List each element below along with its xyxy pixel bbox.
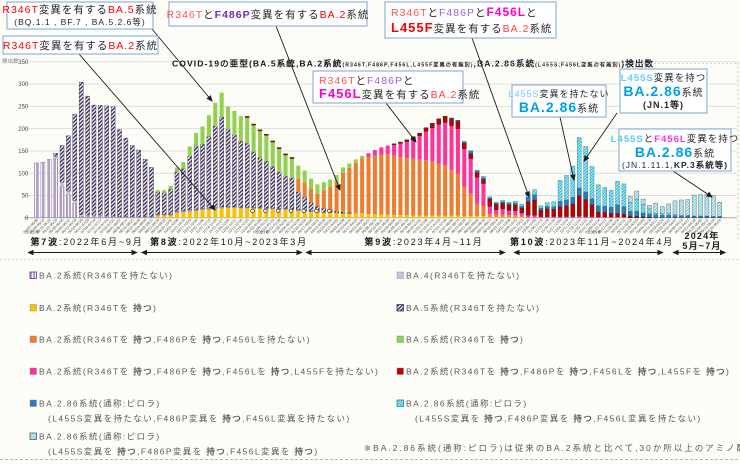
svg-text:L455S変異を持たない: L455S変異を持たない bbox=[508, 88, 609, 99]
svg-text:COVID-19の亜型(BA.5系統,BA.2系統(R346: COVID-19の亜型(BA.5系統,BA.2系統(R346T,F486P,F4… bbox=[172, 58, 654, 69]
svg-text:F456L変異を有するBA.2系統: F456L変異を有するBA.2系統 bbox=[319, 86, 480, 101]
svg-text:BA.5系統(R346Tを 持つ): BA.5系統(R346Tを 持つ) bbox=[406, 335, 524, 345]
svg-text:200: 200 bbox=[18, 127, 29, 133]
svg-text:R346TとF486P変異を有するBA.2系統: R346TとF486P変異を有するBA.2系統 bbox=[167, 8, 370, 21]
svg-text:BA.2.86系統(通称:ピロラ): BA.2.86系統(通称:ピロラ) bbox=[39, 432, 161, 442]
svg-text:BA.2系統(R346Tを 持つ,F486Pを 持つ,F45: BA.2系統(R346Tを 持つ,F486Pを 持つ,F456Lを持たない) bbox=[39, 335, 311, 345]
svg-text:※BA.2.86系統(通称:ピロラ)は従来のBA.2系統と比: ※BA.2.86系統(通称:ピロラ)は従来のBA.2系統と比べて,30か所以上の… bbox=[364, 442, 740, 453]
svg-text:第10波:2023年11月~2024年4月: 第10波:2023年11月~2024年4月 bbox=[510, 236, 674, 247]
svg-text:L455S変異を持つ: L455S変異を持つ bbox=[621, 72, 707, 84]
svg-text:BA.4(R346Tを持たない): BA.4(R346Tを持たない) bbox=[406, 271, 521, 281]
svg-text:R346T変異を有するBA.2系統: R346T変異を有するBA.2系統 bbox=[3, 39, 158, 52]
svg-text:300: 300 bbox=[18, 82, 29, 88]
svg-text:2023年: 2023年 bbox=[256, 229, 270, 236]
svg-text:(L455S変異を 持つ,F486P変異を 持つ,F456L: (L455S変異を 持つ,F486P変異を 持つ,F456L変異を 持つ) bbox=[48, 447, 319, 457]
svg-text:第8波:2022年10月~2023年3月: 第8波:2022年10月~2023年3月 bbox=[150, 236, 308, 247]
svg-text:250: 250 bbox=[18, 104, 29, 110]
svg-text:50: 50 bbox=[22, 194, 29, 200]
svg-text:2022年: 2022年 bbox=[26, 229, 40, 236]
svg-text:2024年: 2024年 bbox=[588, 229, 602, 236]
svg-text:BA.2.86系統(通称:ピロラ): BA.2.86系統(通称:ピロラ) bbox=[406, 399, 528, 409]
svg-text:第9波:2023年4月~11月: 第9波:2023年4月~11月 bbox=[364, 236, 483, 247]
svg-text:BA.2系統(R346Tを 持つ): BA.2系統(R346Tを 持つ) bbox=[39, 303, 157, 313]
svg-text:検出数: 検出数 bbox=[2, 57, 19, 65]
svg-text:L455F変異を有するBA.2系統: L455F変異を有するBA.2系統 bbox=[391, 20, 552, 35]
svg-text:R346TとF486Pと: R346TとF486Pと bbox=[319, 75, 414, 87]
svg-text:5月~7月: 5月~7月 bbox=[682, 241, 721, 251]
svg-text:0: 0 bbox=[25, 216, 29, 222]
svg-text:R346TとF486PとF456Lと: R346TとF486PとF456Lと bbox=[391, 5, 538, 19]
svg-text:350: 350 bbox=[18, 60, 29, 66]
svg-text:BA.2.86系統(通称:ピロラ): BA.2.86系統(通称:ピロラ) bbox=[39, 399, 161, 409]
svg-text:BA.2系統(R346Tを 持つ,F486Pを 持つ,F45: BA.2系統(R346Tを 持つ,F486Pを 持つ,F456Lを 持つ,L45… bbox=[39, 367, 379, 377]
svg-text:BA.2.86系統: BA.2.86系統 bbox=[635, 144, 715, 160]
svg-text:(BQ.1.1 , BF.7 , BA.5.2.6等): (BQ.1.1 , BF.7 , BA.5.2.6等) bbox=[14, 17, 145, 27]
svg-text:(L455S変異を持たない,F486P変異を 持つ,F456: (L455S変異を持たない,F486P変異を 持つ,F456L変異を持たない) bbox=[48, 414, 351, 424]
svg-text:BA.2系統(R346Tを持たない): BA.2系統(R346Tを持たない) bbox=[39, 271, 173, 281]
svg-text:R346T変異を有するBA.5系統: R346T変異を有するBA.5系統 bbox=[2, 3, 157, 16]
svg-text:BA.2.86系統: BA.2.86系統 bbox=[623, 83, 703, 99]
svg-text:BA.2系統(R346Tを 持つ,F486Pを 持つ,F45: BA.2系統(R346Tを 持つ,F486Pを 持つ,F456Lを 持つ,L45… bbox=[406, 367, 730, 377]
svg-text:BA.5系統(R346Tを持たない): BA.5系統(R346Tを持たない) bbox=[406, 303, 540, 313]
svg-text:150: 150 bbox=[18, 149, 29, 155]
svg-text:L455SとF456L変異を持つ: L455SとF456L変異を持つ bbox=[611, 133, 740, 145]
svg-text:(JN.1等): (JN.1等) bbox=[643, 99, 684, 110]
svg-text:(L455S変異を 持つ,F486P変異を 持つ,F456L: (L455S変異を 持つ,F486P変異を 持つ,F456L変異を持たない) bbox=[415, 414, 702, 424]
svg-text:2024年: 2024年 bbox=[684, 230, 719, 241]
svg-text:第7波:2022年6月~9月: 第7波:2022年6月~9月 bbox=[31, 236, 144, 247]
svg-text:BA.2.86系統: BA.2.86系統 bbox=[519, 99, 599, 115]
svg-text:100: 100 bbox=[18, 171, 29, 177]
svg-text:(JN.1.11.1,KP.3系統等): (JN.1.11.1,KP.3系統等) bbox=[622, 160, 728, 170]
